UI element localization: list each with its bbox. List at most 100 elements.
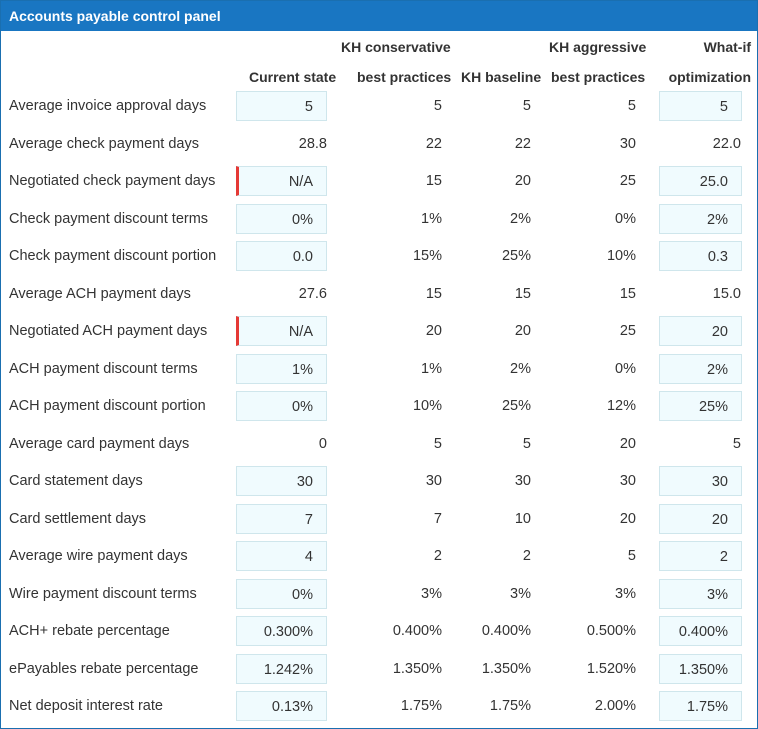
conservative-value: 5: [433, 98, 442, 114]
row-label: ePayables rebate percentage: [9, 660, 199, 677]
whatif-input[interactable]: 20: [659, 316, 742, 346]
header-conservative-line1: KH conservative: [341, 39, 451, 55]
table-row: ACH+ rebate percentage 0.300% 0.400% 0.400%…: [1, 613, 757, 650]
row-label: Average wire payment days: [9, 548, 188, 564]
header-aggressive-line2: best practices: [551, 69, 646, 85]
whatif-input[interactable]: 5: [659, 91, 742, 121]
whatif-input[interactable]: 30: [659, 466, 742, 496]
aggressive-value: 2.00%: [594, 698, 636, 714]
row-label: ACH payment discount terms: [9, 360, 198, 377]
current-state-input[interactable]: 1%: [236, 353, 327, 384]
header-current-state: Current state: [249, 69, 337, 85]
table-row: Negotiated ACH payment days N/A 20 20 25 20: [1, 313, 757, 350]
whatif-input[interactable]: 2: [659, 541, 742, 571]
aggressive-value: 0%: [615, 210, 636, 227]
panel-title: Accounts payable control panel: [1, 1, 757, 31]
table-row: Check payment discount portion 0.0 15% 25% 1…: [1, 238, 757, 275]
whatif-input[interactable]: 2%: [659, 203, 742, 234]
current-state-input[interactable]: 0%: [236, 391, 327, 421]
whatif-input[interactable]: 25.0: [659, 166, 742, 196]
current-state-input[interactable]: 0.300%: [236, 616, 327, 646]
row-label: Negotiated check payment days: [9, 173, 216, 189]
aggressive-value: 0%: [615, 360, 636, 377]
whatif-input[interactable]: 25%: [659, 391, 742, 421]
row-label: Average invoice approval days: [9, 98, 207, 114]
conservative-value: 1%: [421, 210, 442, 227]
baseline-value: 20: [514, 173, 531, 189]
row-label: Card statement days: [9, 473, 143, 489]
conservative-value: 15: [425, 173, 442, 189]
conservative-value: 3%: [421, 585, 442, 602]
aggressive-value: 5: [627, 548, 636, 564]
conservative-value: 20: [425, 323, 442, 339]
current-state-input[interactable]: N/A: [236, 316, 327, 346]
table-row: Average invoice approval days 5 5 5 5 5: [1, 88, 757, 125]
table-row: Check payment discount terms 0% 1% 2% 0% 2%: [1, 201, 757, 238]
conservative-value: 7: [433, 510, 442, 527]
table-row: Card settlement days 7 7 10 20 20: [1, 501, 757, 538]
row-label: Wire payment discount terms: [9, 585, 197, 602]
table-row: Card statement days 30 30 30 30 30: [1, 463, 757, 500]
aggressive-value: 30: [619, 473, 636, 489]
current-state-input[interactable]: 0.13%: [236, 691, 327, 721]
whatif-input[interactable]: 2%: [659, 353, 742, 384]
aggressive-value: 5: [627, 98, 636, 114]
whatif-value: 5: [732, 435, 741, 452]
row-label: Average card payment days: [9, 435, 190, 452]
current-state-input[interactable]: 5: [236, 91, 327, 121]
row-label: Check payment discount terms: [9, 210, 209, 227]
table-row: ACH payment discount portion 0% 10% 25% 12% 2…: [1, 388, 757, 425]
table-row: Net deposit interest rate 0.13% 1.75% 1.75%…: [1, 688, 757, 725]
current-state-input[interactable]: N/A: [236, 166, 327, 196]
baseline-value: 2: [522, 548, 531, 564]
whatif-input[interactable]: 20: [659, 503, 742, 534]
current-state-input[interactable]: 0.0: [236, 241, 327, 271]
table-row: Average wire payment days 4 2 2 5 2: [1, 538, 757, 575]
aggressive-value: 12%: [606, 398, 636, 414]
conservative-value: 15%: [412, 248, 442, 264]
current-state-value: 0: [318, 435, 327, 452]
baseline-value: 2%: [510, 210, 531, 227]
header-baseline: KH baseline: [461, 69, 542, 85]
whatif-input[interactable]: 0.3: [659, 241, 742, 271]
aggressive-value: 10%: [606, 248, 636, 264]
baseline-value: 30: [514, 473, 531, 489]
whatif-value: 22.0: [712, 135, 741, 152]
table-row: Average ACH payment days 27.6 15 15 15 15.0: [1, 276, 757, 313]
row-label: Average ACH payment days: [9, 285, 191, 302]
whatif-input[interactable]: 0.400%: [659, 616, 742, 646]
baseline-value: 22: [514, 135, 531, 152]
conservative-value: 1%: [421, 360, 442, 377]
header-aggressive-line1: KH aggressive: [549, 39, 647, 55]
row-label: ACH+ rebate percentage: [9, 623, 170, 639]
baseline-value: 2%: [510, 360, 531, 377]
table-row: Average check payment days 28.8 22 22 30 22.0: [1, 126, 757, 163]
baseline-value: 25%: [501, 398, 531, 414]
conservative-value: 10%: [412, 398, 442, 414]
aggressive-value: 15: [619, 285, 636, 302]
conservative-value: 1.350%: [392, 660, 442, 677]
header-conservative-line2: best practices: [357, 69, 452, 85]
current-state-input[interactable]: 7: [236, 503, 327, 534]
current-state-input[interactable]: 4: [236, 541, 327, 571]
table-row: Wire payment discount terms 0% 3% 3% 3% 3%: [1, 576, 757, 613]
current-state-input[interactable]: 30: [236, 466, 327, 496]
whatif-input[interactable]: 1.75%: [659, 691, 742, 721]
current-state-input[interactable]: 1.242%: [236, 653, 327, 684]
conservative-value: 15: [425, 285, 442, 302]
current-state-input[interactable]: 0%: [236, 203, 327, 234]
table-row: ACH payment discount terms 1% 1% 2% 0% 2%: [1, 351, 757, 388]
row-label: Check payment discount portion: [9, 248, 217, 264]
row-label: Negotiated ACH payment days: [9, 323, 208, 339]
baseline-value: 3%: [510, 585, 531, 602]
aggressive-value: 20: [619, 510, 636, 527]
baseline-value: 15: [514, 285, 531, 302]
row-label: ACH payment discount portion: [9, 398, 206, 414]
aggressive-value: 25: [619, 173, 636, 189]
baseline-value: 0.400%: [481, 623, 531, 639]
whatif-input[interactable]: 3%: [659, 578, 742, 609]
whatif-input[interactable]: 1.350%: [659, 653, 742, 684]
current-state-input[interactable]: 0%: [236, 578, 327, 609]
row-label: Card settlement days: [9, 510, 147, 527]
